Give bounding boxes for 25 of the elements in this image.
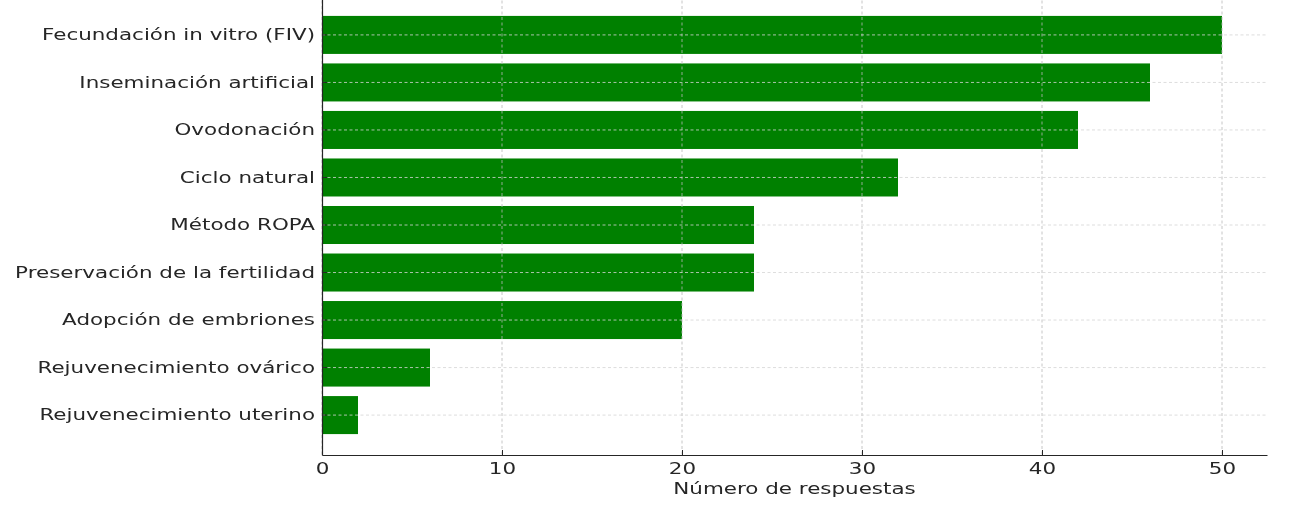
x-tick-label: 0 <box>315 459 330 478</box>
bar <box>322 253 754 292</box>
y-tick-label: Ovodonación <box>174 119 315 139</box>
bar <box>322 15 1222 54</box>
bar <box>322 63 1150 102</box>
bar <box>322 301 682 340</box>
x-tick-label: 10 <box>488 459 517 478</box>
x-tick-label: 20 <box>668 459 697 478</box>
x-tick-label: 40 <box>1028 459 1057 478</box>
bar <box>322 348 430 387</box>
y-tick-label: Adopción de embriones <box>62 309 315 329</box>
bar <box>322 110 1078 149</box>
bar <box>322 205 754 245</box>
x-tick-label: 30 <box>848 459 877 478</box>
y-tick-label: Fecundación in vitro (FIV) <box>42 24 315 44</box>
y-tick-label: Ciclo natural <box>179 167 315 186</box>
y-tick-label: Método ROPA <box>170 214 316 234</box>
x-axis-title: Número de respuestas <box>673 478 916 498</box>
x-tick-label: 50 <box>1208 459 1237 478</box>
y-tick-label: Rejuvenecimiento uterino <box>39 404 315 424</box>
y-tick-label: Preservación de la fertilidad <box>15 262 315 282</box>
y-tick-label: Inseminación artificial <box>79 72 315 91</box>
bar <box>322 158 898 197</box>
bar <box>322 396 358 435</box>
y-tick-label: Rejuvenecimiento ovárico <box>37 357 315 377</box>
